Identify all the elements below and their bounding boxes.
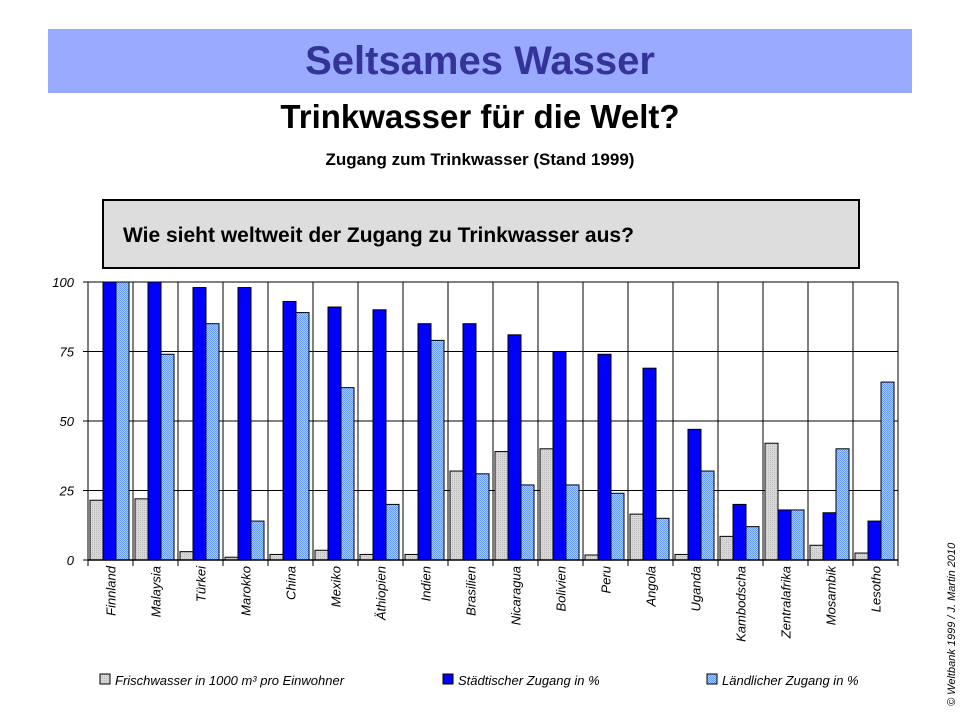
x-tick-label: Lesotho <box>869 566 884 612</box>
y-tick-label: 50 <box>60 414 75 429</box>
bar-urban <box>777 509 792 561</box>
x-tick-label: Brasilien <box>464 566 479 616</box>
x-tick-label: Zentralafrika <box>779 566 794 639</box>
bar-rural <box>835 448 850 561</box>
bar-fresh <box>764 442 779 561</box>
page-subheading: Zugang zum Trinkwasser (Stand 1999) <box>325 150 635 169</box>
bar-fresh <box>134 498 149 561</box>
bar-urban <box>417 323 432 561</box>
copyright-note: © Weltbank 1999 / J. Martin 2010 <box>946 542 958 706</box>
bar-fresh <box>674 553 689 561</box>
bar-rural <box>340 387 355 561</box>
bar-fresh <box>629 513 644 561</box>
bar-urban <box>732 503 747 561</box>
bar-rural <box>790 509 805 561</box>
x-tick-label: Marokko <box>239 566 254 616</box>
bar-urban <box>597 353 612 561</box>
y-tick-label: 75 <box>60 345 75 360</box>
banner-title: Seltsames Wasser <box>305 38 655 83</box>
legend-label: Ländlicher Zugang in % <box>722 673 859 688</box>
bar-urban <box>102 281 117 561</box>
bar-urban <box>507 334 522 561</box>
x-tick-label: Mexiko <box>329 566 344 607</box>
bar-urban <box>372 309 387 561</box>
bar-rural <box>430 339 445 561</box>
x-tick-label: Angola <box>644 566 659 607</box>
bar-urban <box>552 351 567 561</box>
question-box: Wie sieht weltweit der Zugang zu Trinkwa… <box>102 199 860 269</box>
x-tick-label: Indien <box>419 566 434 601</box>
bar-fresh <box>584 554 599 561</box>
x-tick-label: Bolivien <box>554 566 569 612</box>
bar-fresh <box>404 553 419 561</box>
bar-rural <box>295 312 310 561</box>
bar-rural <box>160 353 175 561</box>
x-tick-label: Mosambik <box>824 565 839 626</box>
x-tick-label: Malaysia <box>149 566 164 617</box>
bar-fresh <box>314 549 329 561</box>
bar-urban <box>282 300 297 561</box>
bar-urban <box>237 287 252 561</box>
bar-fresh <box>179 551 194 561</box>
bar-urban <box>327 306 342 561</box>
bar-urban <box>462 323 477 561</box>
x-tick-label: Peru <box>599 566 614 593</box>
bar-rural <box>610 492 625 561</box>
legend-swatch <box>99 673 111 685</box>
bar-rural <box>250 520 265 561</box>
x-tick-label: Kambodscha <box>734 566 749 642</box>
x-tick-label: China <box>284 566 299 600</box>
x-tick-label: Nicaragua <box>509 566 524 625</box>
bar-fresh <box>359 553 374 561</box>
y-tick-label: 25 <box>59 484 75 499</box>
bar-urban <box>822 512 837 561</box>
bar-fresh <box>809 544 824 561</box>
bar-rural <box>385 503 400 561</box>
bar-urban <box>867 520 882 561</box>
bar-rural <box>745 526 760 561</box>
bar-fresh <box>854 552 869 561</box>
bar-fresh <box>89 499 104 561</box>
bar-rural <box>115 281 130 561</box>
bar-fresh <box>719 535 734 561</box>
bar-urban <box>642 367 657 561</box>
bar-rural <box>475 473 490 561</box>
x-tick-label: Finnland <box>104 565 119 616</box>
bar-fresh <box>269 553 284 561</box>
bar-rural <box>565 484 580 561</box>
bar-fresh <box>449 470 464 561</box>
bar-rural <box>520 484 535 561</box>
bar-urban <box>192 287 207 561</box>
legend-label: Frischwasser in 1000 m³ pro Einwohner <box>115 673 345 688</box>
bar-fresh <box>494 451 509 561</box>
bar-rural <box>655 517 670 561</box>
title-banner: Seltsames Wasser <box>48 29 912 93</box>
bar-rural <box>880 381 895 561</box>
bar-urban <box>687 428 702 561</box>
bar-rural <box>205 323 220 561</box>
legend-label: Städtischer Zugang in % <box>458 673 600 688</box>
bar-urban <box>147 281 162 561</box>
legend-swatch <box>706 673 718 685</box>
legend-swatch <box>442 673 454 685</box>
y-tick-label: 0 <box>67 553 75 568</box>
bar-rural <box>700 470 715 561</box>
question-text: Wie sieht weltweit der Zugang zu Trinkwa… <box>123 224 634 247</box>
x-tick-label: Türkei <box>194 565 209 602</box>
y-tick-label: 100 <box>52 275 74 290</box>
page-heading: Trinkwasser für die Welt? <box>280 98 680 135</box>
x-tick-label: Uganda <box>689 566 704 612</box>
bar-fresh <box>539 448 554 561</box>
x-tick-label: Äthiopien <box>374 566 389 621</box>
